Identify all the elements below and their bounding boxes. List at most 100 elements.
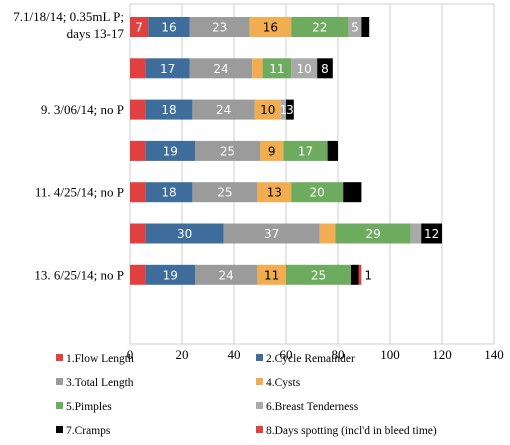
- legend-swatch: [56, 378, 63, 385]
- category-label: 13. 6/25/14; no P: [34, 267, 124, 282]
- data-label: 1: [280, 103, 288, 117]
- data-label: 17: [160, 62, 175, 76]
- data-label: 22: [312, 21, 327, 35]
- legend-swatch: [56, 354, 63, 361]
- x-tick-label: 120: [432, 347, 452, 362]
- bar-segment: [223, 223, 320, 244]
- bar-segment: [254, 99, 281, 120]
- bar-segment: [249, 17, 292, 37]
- category-labels: 7.1/18/14; 0.35mL P; days 13-17 9. 3/06/14…: [13, 9, 124, 282]
- x-tick-label: 40: [228, 347, 241, 362]
- data-label: 18: [161, 103, 176, 117]
- category-label: 7.1/18/14; 0.35mL P; days 13-17: [13, 9, 124, 41]
- bar-segment: [262, 58, 292, 79]
- bar-segment: [189, 58, 253, 79]
- bar-segment: [130, 223, 146, 244]
- x-tick-label: 140: [484, 347, 504, 362]
- bar-segment: [252, 58, 263, 79]
- bar-segment: [145, 99, 193, 120]
- legend-label: 2.Cycle Remainder: [266, 353, 355, 365]
- bar-segment: [130, 17, 149, 37]
- legend-swatch: [256, 354, 263, 361]
- bar-segment: [257, 264, 286, 285]
- data-label: 13: [267, 186, 282, 200]
- data-label: 10: [260, 103, 275, 117]
- legend: 1.Flow Length 2.Cycle Remainder 3.Total Le…: [56, 353, 437, 437]
- bar-segment: [145, 58, 190, 79]
- plot-frame: [129, 3, 495, 345]
- data-label: 9: [268, 144, 276, 158]
- bar-segment: [260, 140, 284, 161]
- bar-segment: [361, 17, 370, 37]
- bar-segment: [280, 99, 286, 120]
- bar-segment: [145, 182, 193, 203]
- data-label: 1: [364, 268, 372, 282]
- legend-label: 8.Days spotting (incl'd in bleed time): [266, 425, 437, 437]
- bar-segment: [189, 17, 250, 37]
- bar-segment: [130, 140, 146, 161]
- bar-segment: [348, 17, 362, 37]
- bar-segment: [421, 223, 442, 244]
- bar-segment: [145, 140, 195, 161]
- grid-lines: [129, 3, 495, 345]
- data-label: 3: [286, 103, 294, 117]
- legend-swatch: [256, 426, 263, 433]
- bar-segment: [291, 182, 344, 203]
- data-label: 23: [212, 21, 227, 35]
- data-label: 37: [264, 227, 279, 241]
- legend-label: 3.Total Length: [66, 377, 134, 389]
- bar-segment: [358, 264, 362, 285]
- data-label: 19: [163, 144, 178, 158]
- data-label: 29: [365, 227, 380, 241]
- data-label: 10: [297, 62, 312, 76]
- data-label: 25: [217, 186, 232, 200]
- legend-label: 7.Cramps: [66, 425, 111, 437]
- x-tick-label: 20: [176, 347, 189, 362]
- bar-segment: [327, 140, 338, 161]
- bar-segment: [130, 264, 146, 285]
- x-tick-labels: 0 20 40 60 80 100 120 140: [127, 347, 504, 362]
- data-label: 25: [311, 268, 326, 282]
- bar-segment: [317, 58, 333, 79]
- data-label: 24: [216, 103, 231, 117]
- data-label: 24: [213, 62, 228, 76]
- bar-segment: [410, 223, 422, 244]
- bar-segment: [291, 17, 349, 37]
- data-label: 18: [161, 186, 176, 200]
- legend-swatch: [256, 378, 263, 385]
- bar-segment: [195, 264, 258, 285]
- bar-segment: [319, 223, 336, 244]
- data-label: 19: [163, 268, 178, 282]
- bar-segment: [335, 223, 411, 244]
- data-label: 8: [321, 62, 329, 76]
- bar-segment: [351, 264, 359, 285]
- legend-label: 5.Pimples: [66, 401, 112, 413]
- legend-label: 6.Breast Tenderness: [266, 401, 359, 413]
- bar-segment: [343, 182, 362, 203]
- bar-segment: [283, 140, 328, 161]
- bar-segment: [257, 182, 292, 203]
- bar-segment: [291, 58, 318, 79]
- bar-segment: [130, 182, 146, 203]
- bar-segment: [195, 140, 260, 161]
- bars: [130, 17, 442, 285]
- data-label: 16: [161, 21, 176, 35]
- bar-segment: [192, 99, 255, 120]
- bar-segment: [192, 182, 258, 203]
- bar-segment: [145, 223, 224, 244]
- data-label: 30: [177, 227, 192, 241]
- data-label: 24: [219, 268, 234, 282]
- data-label: 12: [424, 227, 439, 241]
- legend-swatch: [256, 402, 263, 409]
- data-label: 11: [269, 62, 284, 76]
- x-tick-label: 0: [127, 347, 134, 362]
- bar-segment: [286, 99, 294, 120]
- data-label: 5: [351, 21, 359, 35]
- bar-segment: [130, 99, 146, 120]
- data-label: 17: [298, 144, 313, 158]
- data-label: 7: [135, 21, 143, 35]
- legend-swatch: [56, 426, 63, 433]
- x-tick-label: 80: [332, 347, 345, 362]
